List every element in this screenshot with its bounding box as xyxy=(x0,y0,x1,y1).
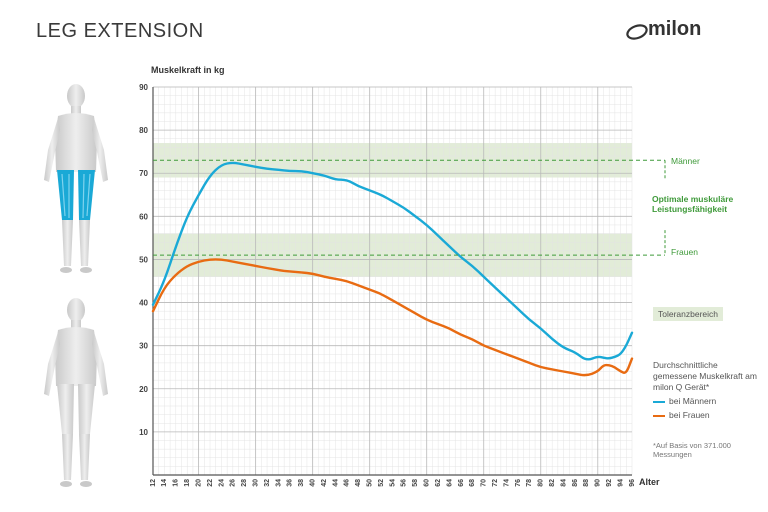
y-axis-label: Muskelkraft in kg xyxy=(151,65,225,75)
y-tick-label: 40 xyxy=(139,299,148,308)
milon-logo: milon xyxy=(626,18,736,44)
x-tick-label: 30 xyxy=(252,479,259,487)
x-tick-label: 42 xyxy=(321,479,328,487)
x-tick-label: 46 xyxy=(344,479,351,487)
footnote: *Auf Basis von 371.000 Messungen xyxy=(653,441,731,459)
x-tick-label: 16 xyxy=(173,479,180,487)
x-tick-label: 66 xyxy=(458,479,465,487)
x-tick-label: 58 xyxy=(412,479,419,487)
x-tick-label: 76 xyxy=(515,479,522,487)
y-tick-label: 50 xyxy=(139,255,148,264)
men-optimal-label: Männer xyxy=(671,156,700,166)
y-tick-label: 20 xyxy=(139,385,148,394)
x-tick-label: 40 xyxy=(310,479,317,487)
x-tick-label: 90 xyxy=(595,479,602,487)
optimal-performance-label: Optimale muskuläre Leistungsfähigkeit xyxy=(652,194,734,214)
x-tick-label: 52 xyxy=(378,479,385,487)
x-tick-label: 32 xyxy=(264,479,271,487)
x-axis-label: Alter xyxy=(639,477,660,487)
x-tick-label: 60 xyxy=(424,479,431,487)
x-tick-label: 36 xyxy=(287,479,294,487)
x-tick-label: 88 xyxy=(583,479,590,487)
x-tick-label: 26 xyxy=(230,479,237,487)
chart-series xyxy=(151,161,634,377)
x-tick-label: 20 xyxy=(195,479,202,487)
legend-item-women: bei Frauen xyxy=(653,410,763,421)
x-tick-label: 14 xyxy=(161,479,168,487)
x-tick-label: 74 xyxy=(503,479,510,487)
x-tick-label: 38 xyxy=(298,479,305,487)
x-tick-label: 64 xyxy=(446,479,453,487)
tolerance-badge: Toleranzbereich xyxy=(653,307,724,321)
x-tick-label: 56 xyxy=(401,479,408,487)
legend-label-men: bei Männern xyxy=(669,396,717,406)
legend-swatch-women xyxy=(653,414,665,417)
x-tick-label: 44 xyxy=(332,479,339,487)
y-tick-label: 10 xyxy=(139,428,148,437)
y-tick-label: 70 xyxy=(139,169,148,178)
x-tick-label: 24 xyxy=(218,479,225,487)
x-tick-label: 28 xyxy=(241,479,248,487)
y-tick-label: 80 xyxy=(139,126,148,135)
x-tick-label: 22 xyxy=(207,479,214,487)
series-line-women xyxy=(151,258,634,377)
x-tick-label: 70 xyxy=(481,479,488,487)
body-figure-legs-highlighted-icon xyxy=(44,84,108,273)
series-line-men xyxy=(151,161,634,361)
x-tick-label: 68 xyxy=(469,479,476,487)
chart-labels: Muskelkraft in kg Alter xyxy=(151,65,666,487)
x-tick-label: 18 xyxy=(184,479,191,487)
legend-label-women: bei Frauen xyxy=(669,410,710,420)
page-title: LEG EXTENSION xyxy=(36,20,204,42)
x-tick-label: 96 xyxy=(629,479,636,487)
y-tick-label: 90 xyxy=(139,83,148,92)
x-tick-label: 50 xyxy=(367,479,374,487)
chart-axes: 10 20 30 40 50 60 70 80 90 12 14 16 18 20 22 24 26 28 30 32… xyxy=(139,83,636,487)
legend-item-men: bei Männern xyxy=(653,396,763,407)
x-tick-label: 72 xyxy=(492,479,499,487)
x-tick-label: 84 xyxy=(560,479,567,487)
x-tick-label: 62 xyxy=(435,479,442,487)
y-tick-label: 30 xyxy=(139,342,148,351)
x-tick-label: 78 xyxy=(526,479,533,487)
logo-text: milon xyxy=(648,18,702,40)
x-tick-label: 94 xyxy=(617,479,624,487)
x-tick-label: 48 xyxy=(355,479,362,487)
x-tick-label: 92 xyxy=(606,479,613,487)
x-tick-label: 54 xyxy=(389,479,396,487)
x-tick-label: 12 xyxy=(150,479,157,487)
chart-grid xyxy=(152,86,633,476)
y-tick-label: 60 xyxy=(139,212,148,221)
x-tick-label: 82 xyxy=(549,479,556,487)
milon-logo-mark-icon xyxy=(626,24,648,40)
x-tick-label: 86 xyxy=(572,479,579,487)
x-tick-label: 34 xyxy=(275,479,282,487)
x-tick-label: 80 xyxy=(538,479,545,487)
women-optimal-label: Frauen xyxy=(671,247,698,257)
legend-swatch-men xyxy=(653,400,665,403)
legend-title: Durchschnittliche gemessene Muskelkraft … xyxy=(653,360,757,392)
body-figure-icon xyxy=(44,298,108,487)
legend: Durchschnittliche gemessene Muskelkraft … xyxy=(653,360,763,421)
